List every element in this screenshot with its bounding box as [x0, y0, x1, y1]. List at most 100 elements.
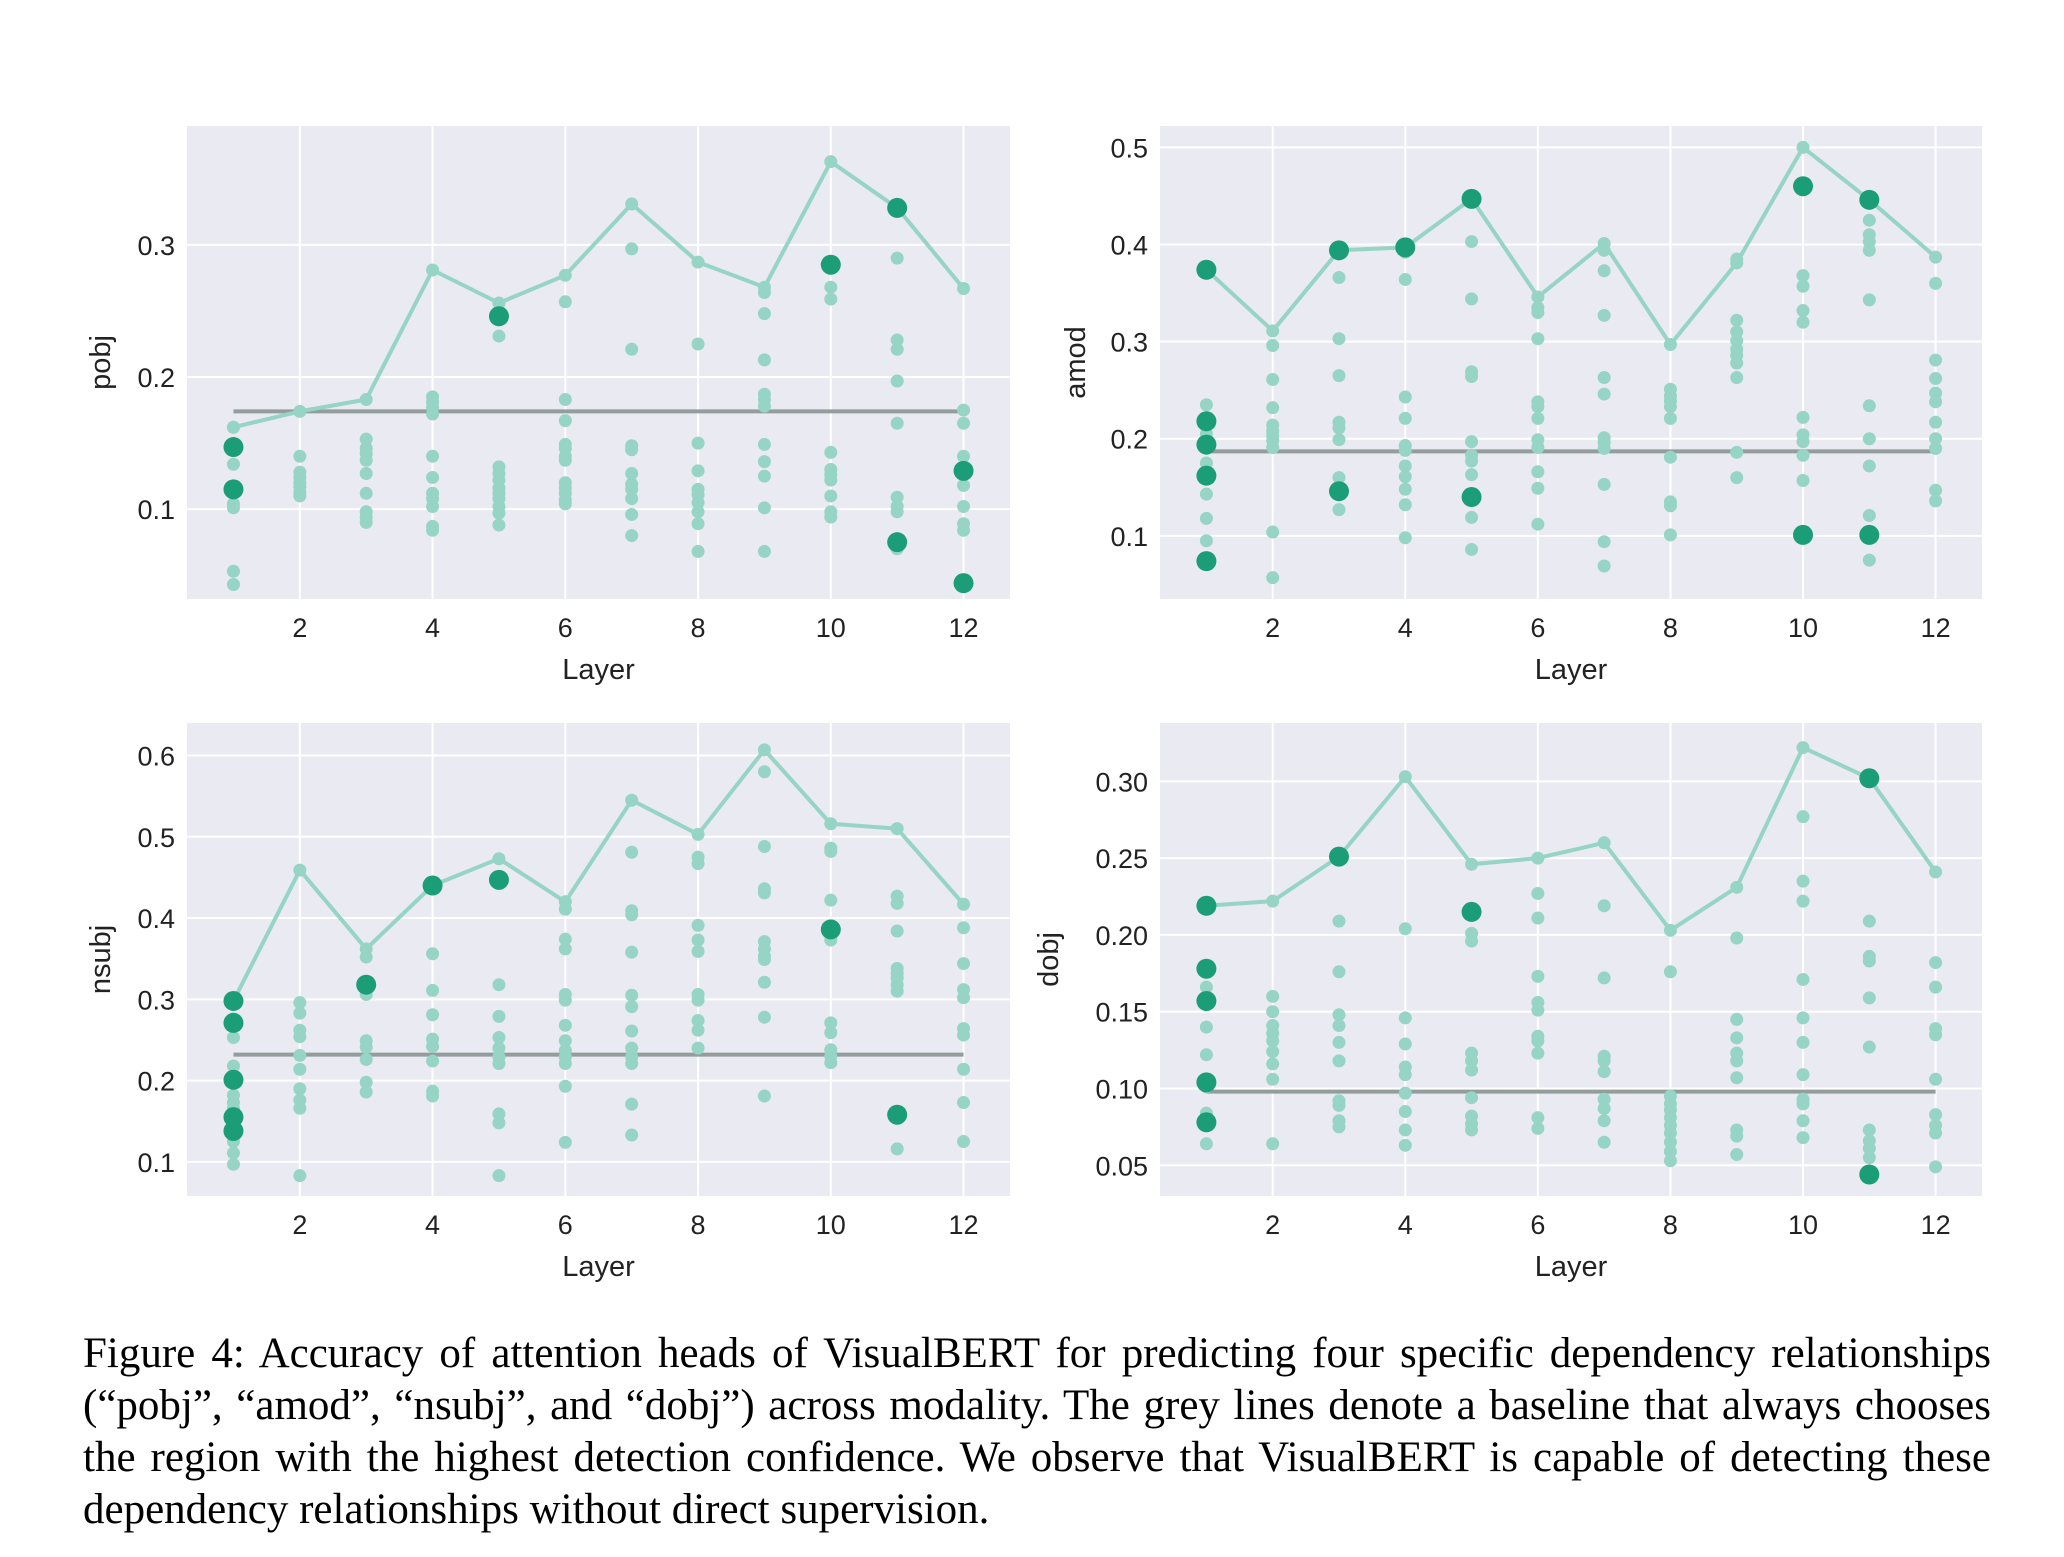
- highlight-point: [1328, 240, 1349, 261]
- head-point: [1929, 1126, 1943, 1140]
- head-point: [1796, 435, 1810, 449]
- x-tick-label: 8: [691, 1210, 706, 1240]
- head-point: [890, 984, 904, 998]
- head-point: [691, 496, 705, 510]
- head-point: [1929, 441, 1943, 455]
- head-point: [1929, 494, 1943, 508]
- x-tick-label: 2: [1265, 613, 1280, 643]
- head-point: [1199, 980, 1213, 994]
- head-point: [1730, 371, 1744, 385]
- y-tick-label: 0.20: [1095, 921, 1148, 951]
- highlight-point: [223, 1012, 244, 1033]
- head-point: [1929, 980, 1943, 994]
- highlight-point: [1461, 188, 1482, 209]
- head-point: [1332, 471, 1346, 485]
- head-point: [1862, 293, 1876, 307]
- head-point: [1796, 894, 1810, 908]
- max-point: [691, 255, 705, 269]
- head-point: [957, 991, 971, 1005]
- head-point: [558, 1135, 572, 1149]
- head-point: [359, 1085, 373, 1099]
- head-point: [359, 1040, 373, 1054]
- highlight-point: [1328, 481, 1349, 502]
- max-point: [1796, 741, 1810, 755]
- head-point: [426, 500, 440, 514]
- head-point: [1862, 432, 1876, 446]
- head-point: [1730, 445, 1744, 459]
- head-point: [1862, 213, 1876, 227]
- head-point: [226, 1146, 240, 1160]
- x-tick-label: 8: [1663, 613, 1678, 643]
- max-point: [426, 263, 440, 277]
- highlight-point: [1461, 901, 1482, 922]
- head-point: [1929, 395, 1943, 409]
- head-point: [1796, 810, 1810, 824]
- head-point: [1199, 1048, 1213, 1062]
- head-point: [1862, 914, 1876, 928]
- head-point: [890, 251, 904, 265]
- head-point: [1531, 1121, 1545, 1135]
- highlight-point: [1196, 465, 1217, 486]
- head-point: [1465, 292, 1479, 306]
- y-tick-label: 0.1: [1110, 522, 1148, 552]
- x-tick-label: 2: [292, 1210, 307, 1240]
- head-point: [226, 501, 240, 515]
- chart-panel-pobj: 2 4 6 8 10 12 0.1 0.2 0.3 Layer pobj: [85, 126, 1010, 686]
- head-point: [1266, 372, 1280, 386]
- highlight-point: [223, 1107, 244, 1128]
- x-tick-label: 8: [1663, 1210, 1678, 1240]
- head-point: [359, 486, 373, 500]
- head-point: [426, 1039, 440, 1053]
- head-point: [226, 1031, 240, 1045]
- head-point: [1862, 954, 1876, 968]
- highlight-point: [1196, 411, 1217, 432]
- head-point: [625, 988, 639, 1002]
- highlight-point: [356, 974, 377, 995]
- head-point: [1398, 470, 1412, 484]
- head-point: [625, 1097, 639, 1111]
- head-point: [1332, 1019, 1346, 1033]
- x-tick-label: 12: [949, 613, 979, 643]
- highlight-point: [953, 573, 974, 594]
- head-point: [1465, 1123, 1479, 1137]
- head-point: [757, 469, 771, 483]
- max-point: [1266, 894, 1280, 908]
- highlight-point: [223, 1120, 244, 1141]
- highlight-point: [820, 919, 841, 940]
- head-point: [1199, 487, 1213, 501]
- head-point: [1332, 271, 1346, 285]
- head-point: [1862, 399, 1876, 413]
- head-point: [691, 857, 705, 871]
- highlight-point: [1793, 524, 1814, 545]
- y-axis-label: amod: [1060, 326, 1092, 399]
- head-point: [1465, 370, 1479, 384]
- head-point: [1730, 313, 1744, 327]
- head-point: [226, 457, 240, 471]
- max-point: [824, 817, 838, 831]
- head-point: [1929, 432, 1943, 446]
- head-point: [1730, 1071, 1744, 1085]
- head-point: [1597, 1065, 1611, 1079]
- head-point: [492, 329, 506, 343]
- head-point: [1862, 1040, 1876, 1054]
- head-point: [1266, 1072, 1280, 1086]
- head-point: [1199, 398, 1213, 412]
- head-point: [426, 1008, 440, 1022]
- head-point: [757, 437, 771, 451]
- y-tick-label: 0.5: [137, 823, 175, 853]
- head-point: [890, 416, 904, 430]
- x-tick-label: 6: [1530, 1210, 1545, 1240]
- highlight-point: [1859, 189, 1880, 210]
- head-point: [691, 337, 705, 351]
- head-point: [1862, 1151, 1876, 1165]
- head-point: [1597, 441, 1611, 455]
- head-point: [1796, 1131, 1810, 1145]
- max-point: [293, 863, 307, 877]
- chart-panel-nsubj: 2 4 6 8 10 12 0.1 0.2 0.3 0.4 0.5 0.6 Layer nsubj: [85, 723, 1010, 1283]
- head-point: [1929, 1160, 1943, 1174]
- head-point: [226, 1059, 240, 1073]
- head-point: [1398, 1123, 1412, 1137]
- head-point: [824, 893, 838, 907]
- head-point: [293, 996, 307, 1010]
- head-point: [890, 333, 904, 347]
